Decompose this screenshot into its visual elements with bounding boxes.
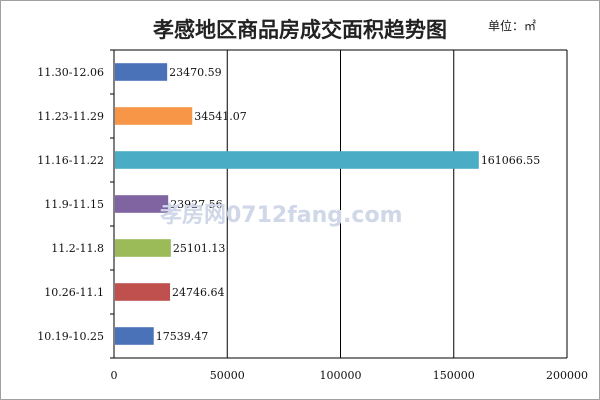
x-tick-label: 0 (111, 369, 118, 382)
x-tick-labels: 0 50000 100000 150000 200000 (111, 369, 589, 382)
x-tick-label: 150000 (433, 369, 475, 382)
data-label: 24746.64 (172, 286, 225, 299)
unit-label: 单位：㎡ (488, 19, 537, 33)
x-tick-label: 100000 (320, 369, 362, 382)
watermark: 孝房网0712fang.com (159, 202, 403, 228)
chart-title: 孝感地区商品房成交面积趋势图 (153, 18, 447, 42)
category-label: 10.19-10.25 (37, 330, 104, 343)
data-label: 161066.55 (481, 154, 541, 167)
category-label: 11.16-11.22 (37, 154, 104, 167)
category-label: 11.9-11.15 (44, 198, 104, 211)
data-label: 23927.56 (170, 198, 223, 211)
bar (115, 239, 171, 257)
bar (115, 107, 193, 125)
category-label: 11.2-11.8 (51, 242, 104, 255)
data-label: 25101.13 (173, 242, 226, 255)
bar (115, 151, 479, 169)
category-label: 10.26-11.1 (44, 286, 104, 299)
data-label: 23470.59 (169, 66, 222, 79)
bars (115, 63, 479, 345)
gridlines (110, 49, 568, 359)
category-label: 11.23-11.29 (37, 110, 104, 123)
data-label: 34541.07 (194, 110, 247, 123)
data-label: 17539.47 (156, 330, 209, 343)
x-tick-label: 50000 (210, 369, 245, 382)
category-label: 11.30-12.06 (37, 66, 104, 79)
bar (115, 327, 154, 345)
x-tick-label: 200000 (546, 369, 588, 382)
bar (115, 195, 169, 213)
value-labels: 23470.59 34541.07 161066.55 23927.56 25101.1… (156, 66, 541, 343)
bar (115, 283, 171, 301)
category-labels: 11.30-12.06 11.23-11.29 11.16-11.22 11.9-11… (37, 66, 104, 343)
bar (115, 63, 168, 81)
